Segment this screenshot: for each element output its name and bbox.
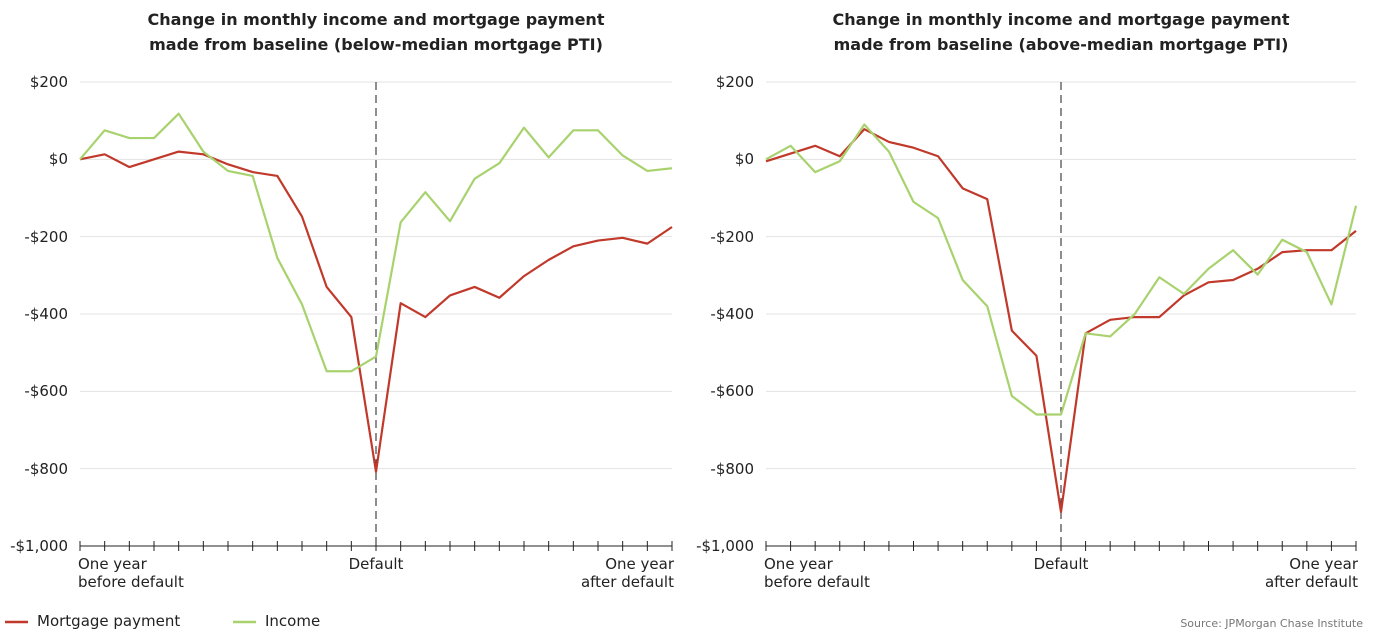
y-tick-label: -$800 (24, 459, 68, 478)
y-tick-label: -$200 (24, 227, 68, 246)
series-line (765, 128, 1357, 514)
chart-title: Change in monthly income and mortgage pa… (832, 10, 1290, 54)
x-tick-label: One year after default (1264, 555, 1358, 591)
series-line (79, 112, 673, 373)
y-tick-label: -$1,000 (10, 537, 68, 555)
x-tick-label: Default (348, 555, 404, 573)
y-tick-label: -$1,000 (696, 537, 754, 555)
legend-label: Mortgage payment (37, 612, 181, 630)
series-line (765, 123, 1358, 416)
source: Source: JPMorgan Chase Institute (1180, 617, 1363, 630)
y-tick-label: -$200 (710, 227, 754, 246)
x-tick-label: One year after default (580, 555, 674, 591)
y-tick-label: -$400 (24, 305, 68, 323)
y-tick-label: -$600 (710, 382, 754, 401)
x-tick-label: One year before default (764, 555, 870, 591)
legend-label: Income (265, 612, 321, 630)
y-tick-label: $200 (715, 73, 754, 91)
x-tick-label: One year before default (78, 555, 184, 591)
y-tick-label: $0 (734, 150, 754, 169)
y-tick-label: $0 (48, 150, 68, 169)
y-tick-label: $200 (29, 73, 68, 91)
y-tick-label: -$600 (24, 382, 68, 401)
y-tick-label: -$400 (710, 305, 754, 323)
chart-title: Change in monthly income and mortgage pa… (147, 10, 605, 54)
x-tick-label: Default (1033, 555, 1089, 573)
y-tick-label: -$800 (710, 459, 754, 478)
series-line (79, 150, 673, 473)
